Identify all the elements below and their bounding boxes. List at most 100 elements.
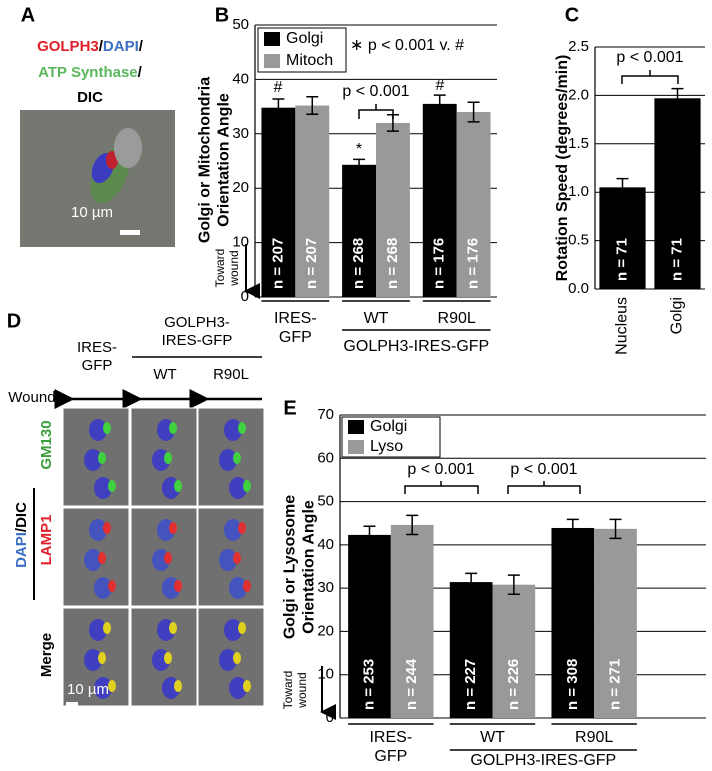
n-label: n = 253: [360, 659, 377, 710]
annotation: p < 0.001: [342, 83, 409, 100]
organelle: [233, 552, 241, 564]
toward-label: Towardwound: [281, 671, 309, 710]
text-line: Orientation Angle: [301, 500, 318, 634]
text-line: Toward: [213, 249, 227, 288]
panel-letter: D: [7, 310, 21, 332]
nucleus: [219, 549, 237, 571]
y-tick-label: 50: [317, 493, 334, 510]
y-tick-label: 70: [317, 406, 334, 423]
stain: DAPI: [103, 38, 139, 55]
x-tick-label: R90L: [438, 310, 476, 327]
n-label: n = 207: [303, 238, 320, 289]
annotation: p < 0.001: [616, 49, 683, 66]
group-label: GOLPH3-IRES-GFP: [470, 752, 616, 769]
organelle: [243, 680, 251, 692]
n-label: n = 176: [431, 238, 448, 289]
stain: /: [139, 38, 144, 55]
bar: [599, 187, 646, 289]
y-tick-label: 0.5: [568, 232, 589, 249]
error-bar: [272, 98, 285, 118]
bar: [261, 107, 296, 297]
row-label: LAMP1: [38, 515, 55, 566]
legend-label: Golgi: [370, 418, 407, 435]
bar: [376, 122, 410, 297]
nucleus: [224, 619, 242, 641]
text-line: GFP: [82, 357, 113, 374]
legend-label: Golgi: [286, 30, 323, 47]
organelle: [233, 652, 241, 664]
stain: ATP Synthase: [38, 64, 137, 81]
x-tick-label: R90L: [575, 729, 613, 746]
column-header: R90L: [213, 366, 249, 383]
stain: GOLPH3: [37, 38, 99, 55]
y-axis-label: Golgi or Mitochondria Orientation Angle: [197, 77, 233, 243]
n-label: n = 71: [613, 238, 630, 281]
annotation: #: [274, 79, 283, 96]
text-line: IRES-: [77, 339, 117, 356]
organelle: [103, 522, 111, 534]
nucleus: [229, 477, 247, 499]
panel-letter: A: [21, 4, 35, 26]
organelle: [98, 452, 106, 464]
organelle: [243, 580, 251, 592]
column-header: IRES-GFP: [77, 339, 117, 374]
error-bar: [566, 518, 579, 538]
y-axis-label: Rotation Speed (degrees/min): [554, 55, 571, 282]
legend-swatch: [348, 420, 364, 434]
organelle: [169, 422, 177, 434]
organelle: [243, 480, 251, 492]
column-header: GOLPH3-IRES-GFP: [162, 314, 233, 349]
row-label: DAPI/DIC: [13, 502, 30, 568]
stain: DAPI: [13, 532, 30, 568]
wound-label: Wound:: [8, 389, 59, 406]
annotation: p < 0.001: [510, 461, 577, 478]
bar: [594, 528, 637, 718]
bracket: [404, 481, 479, 494]
n-label: n = 226: [505, 659, 522, 710]
y-tick-label: 40: [232, 70, 249, 87]
error-bar: [609, 518, 622, 540]
nucleus: [89, 519, 107, 541]
text-line: Golgi or Lysosome: [282, 495, 299, 639]
nucleus: [94, 477, 112, 499]
annotation: #: [436, 77, 445, 94]
legend-label: Lyso: [370, 438, 403, 455]
organelle: [174, 580, 182, 592]
text-line: Toward: [281, 671, 295, 710]
stain: /: [138, 64, 143, 81]
nucleus: [229, 677, 247, 699]
organelle: [164, 452, 172, 464]
nucleus: [89, 419, 107, 441]
golgi: [106, 151, 118, 169]
scale-bar: [120, 230, 140, 235]
nucleus: [219, 449, 237, 471]
y-tick-label: 1.5: [568, 135, 589, 152]
x-tick-label: Nucleus: [614, 297, 631, 355]
nucleus: [224, 519, 242, 541]
error-bar: [363, 525, 376, 545]
organelle: [233, 452, 241, 464]
x-tick-label: WT: [364, 310, 389, 327]
row-label: GM130: [38, 420, 55, 469]
note: ∗ p < 0.001 v. #: [350, 37, 464, 54]
nucleus: [219, 649, 237, 671]
bar: [348, 534, 391, 718]
nucleus: [89, 619, 107, 641]
bar: [551, 527, 595, 718]
toward-label: Towardwound: [213, 249, 241, 288]
y-tick-label: 50: [232, 16, 249, 33]
y-tick-label: 20: [232, 179, 249, 196]
micrograph-grid: [62, 407, 265, 707]
n-label: n = 271: [606, 659, 623, 710]
text-line: wound: [295, 672, 309, 708]
organelle: [103, 622, 111, 634]
y-tick-label: 10: [232, 234, 249, 251]
y-tick-label: 2.5: [568, 38, 589, 55]
error-bar: [467, 101, 480, 123]
n-label: n = 244: [403, 658, 420, 710]
column-header: WT: [153, 366, 176, 383]
panel-letter: C: [565, 4, 579, 26]
organelle: [98, 552, 106, 564]
